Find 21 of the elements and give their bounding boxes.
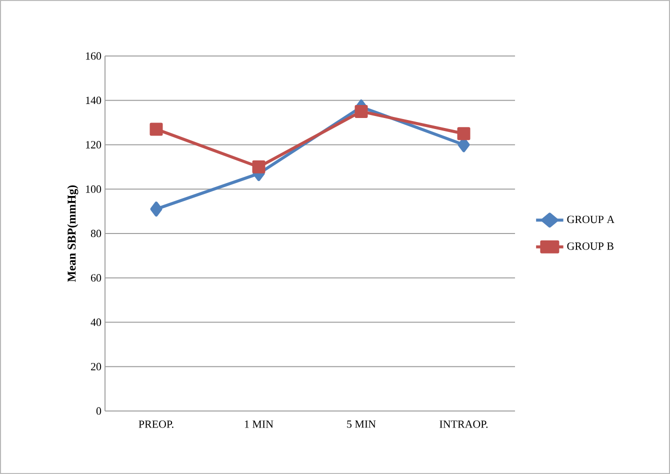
x-tick-label: PREOP.	[138, 420, 174, 428]
y-tick-label: 140	[86, 96, 102, 104]
x-tick-label: INTRAOP.	[440, 420, 488, 428]
y-tick-label: 60	[91, 274, 102, 282]
legend-label: GROUP A	[567, 216, 615, 224]
y-axis-title: Mean SBP(mmHg)	[67, 185, 78, 282]
y-tick-label: 40	[90, 318, 102, 326]
legend-label: GROUP B	[567, 242, 614, 250]
y-tick-label: 120	[86, 141, 102, 148]
point	[150, 202, 162, 217]
x-tick-label: 5 MIN	[347, 420, 376, 428]
y-tick-label: 80	[90, 230, 102, 238]
point	[354, 104, 368, 118]
point	[150, 122, 163, 136]
x-tick-label: 1 MIN	[244, 420, 274, 428]
y-tick-label: 160	[86, 52, 102, 60]
point	[457, 127, 470, 140]
y-tick-label: 20	[91, 362, 102, 370]
y-tick-label: 100	[86, 185, 102, 193]
point	[252, 160, 266, 174]
y-tick-label: 0	[96, 407, 102, 415]
